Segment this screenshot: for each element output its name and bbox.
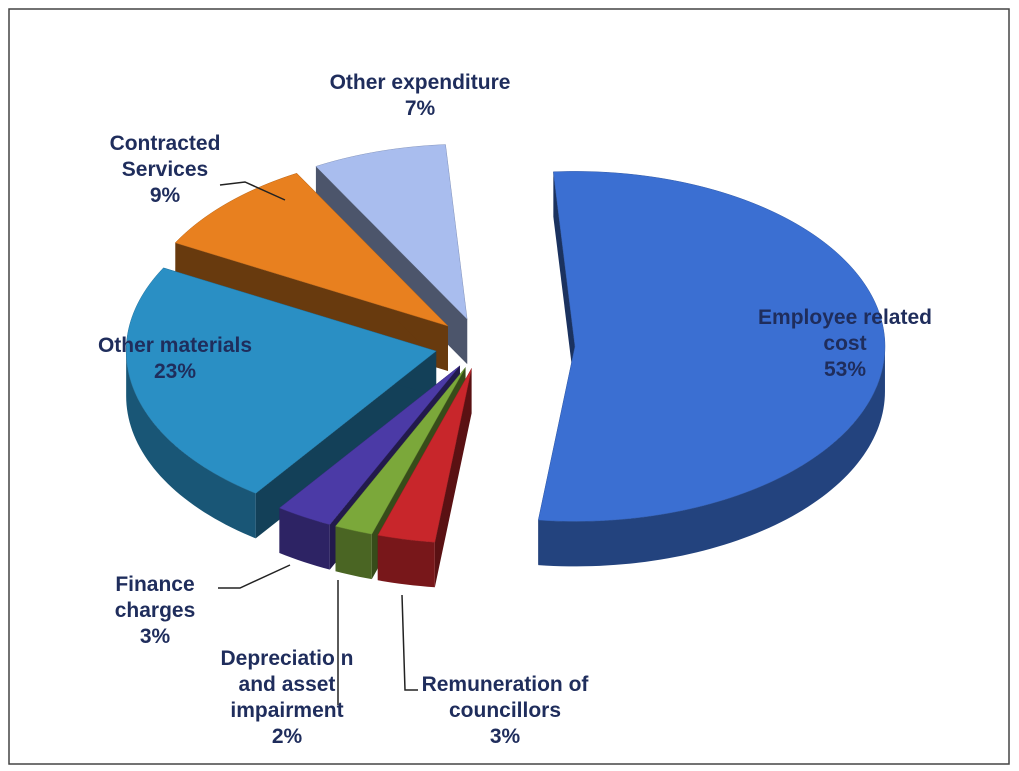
slice: [125, 267, 437, 494]
slice-wall: [279, 508, 330, 570]
slice: [377, 368, 472, 543]
value-label: 3%: [489, 725, 521, 748]
slice-label: Employee related cost 53%: [750, 305, 940, 383]
pie: [125, 144, 886, 588]
category-label: Depreciatio n and asset impairment: [220, 647, 354, 722]
category-label: Finance charges: [114, 573, 196, 622]
slice-label: Depreciatio n and asset impairment 2%: [207, 646, 367, 750]
slice: [315, 144, 468, 320]
value-label: 3%: [139, 625, 171, 648]
slice-wall: [126, 351, 256, 539]
value-label: 23%: [153, 360, 197, 383]
leader-line: [401, 594, 418, 691]
leader-line: [218, 564, 291, 589]
category-label: Other materials: [97, 334, 253, 357]
frame: [8, 8, 1010, 765]
slice-label: Other materials 23%: [90, 333, 260, 385]
slice: [174, 172, 449, 327]
value-label: 9%: [149, 184, 181, 207]
slice-label: Finance charges 3%: [80, 572, 230, 650]
slice-wall: [377, 535, 435, 588]
slice: [278, 365, 461, 525]
value-label: 7%: [404, 97, 436, 120]
slice-wall: [538, 346, 885, 567]
value-label: 53%: [823, 358, 867, 381]
slice-label: Other expenditure 7%: [320, 70, 520, 122]
leader-line: [219, 181, 286, 201]
category-label: Contracted Services: [109, 132, 221, 181]
slice: [537, 171, 886, 522]
value-label: 2%: [271, 725, 303, 748]
slice-wall: [335, 526, 372, 580]
leader-lines: [218, 181, 418, 705]
category-label: Employee related cost: [758, 306, 932, 355]
slice-side: [553, 171, 575, 392]
slice-label: Contracted Services 9%: [75, 131, 255, 209]
category-label: Other expenditure: [329, 71, 511, 94]
category-label: Remuneration of councillors: [421, 673, 589, 722]
slice-label: Remuneration of councillors 3%: [405, 672, 605, 750]
slice: [335, 367, 466, 535]
